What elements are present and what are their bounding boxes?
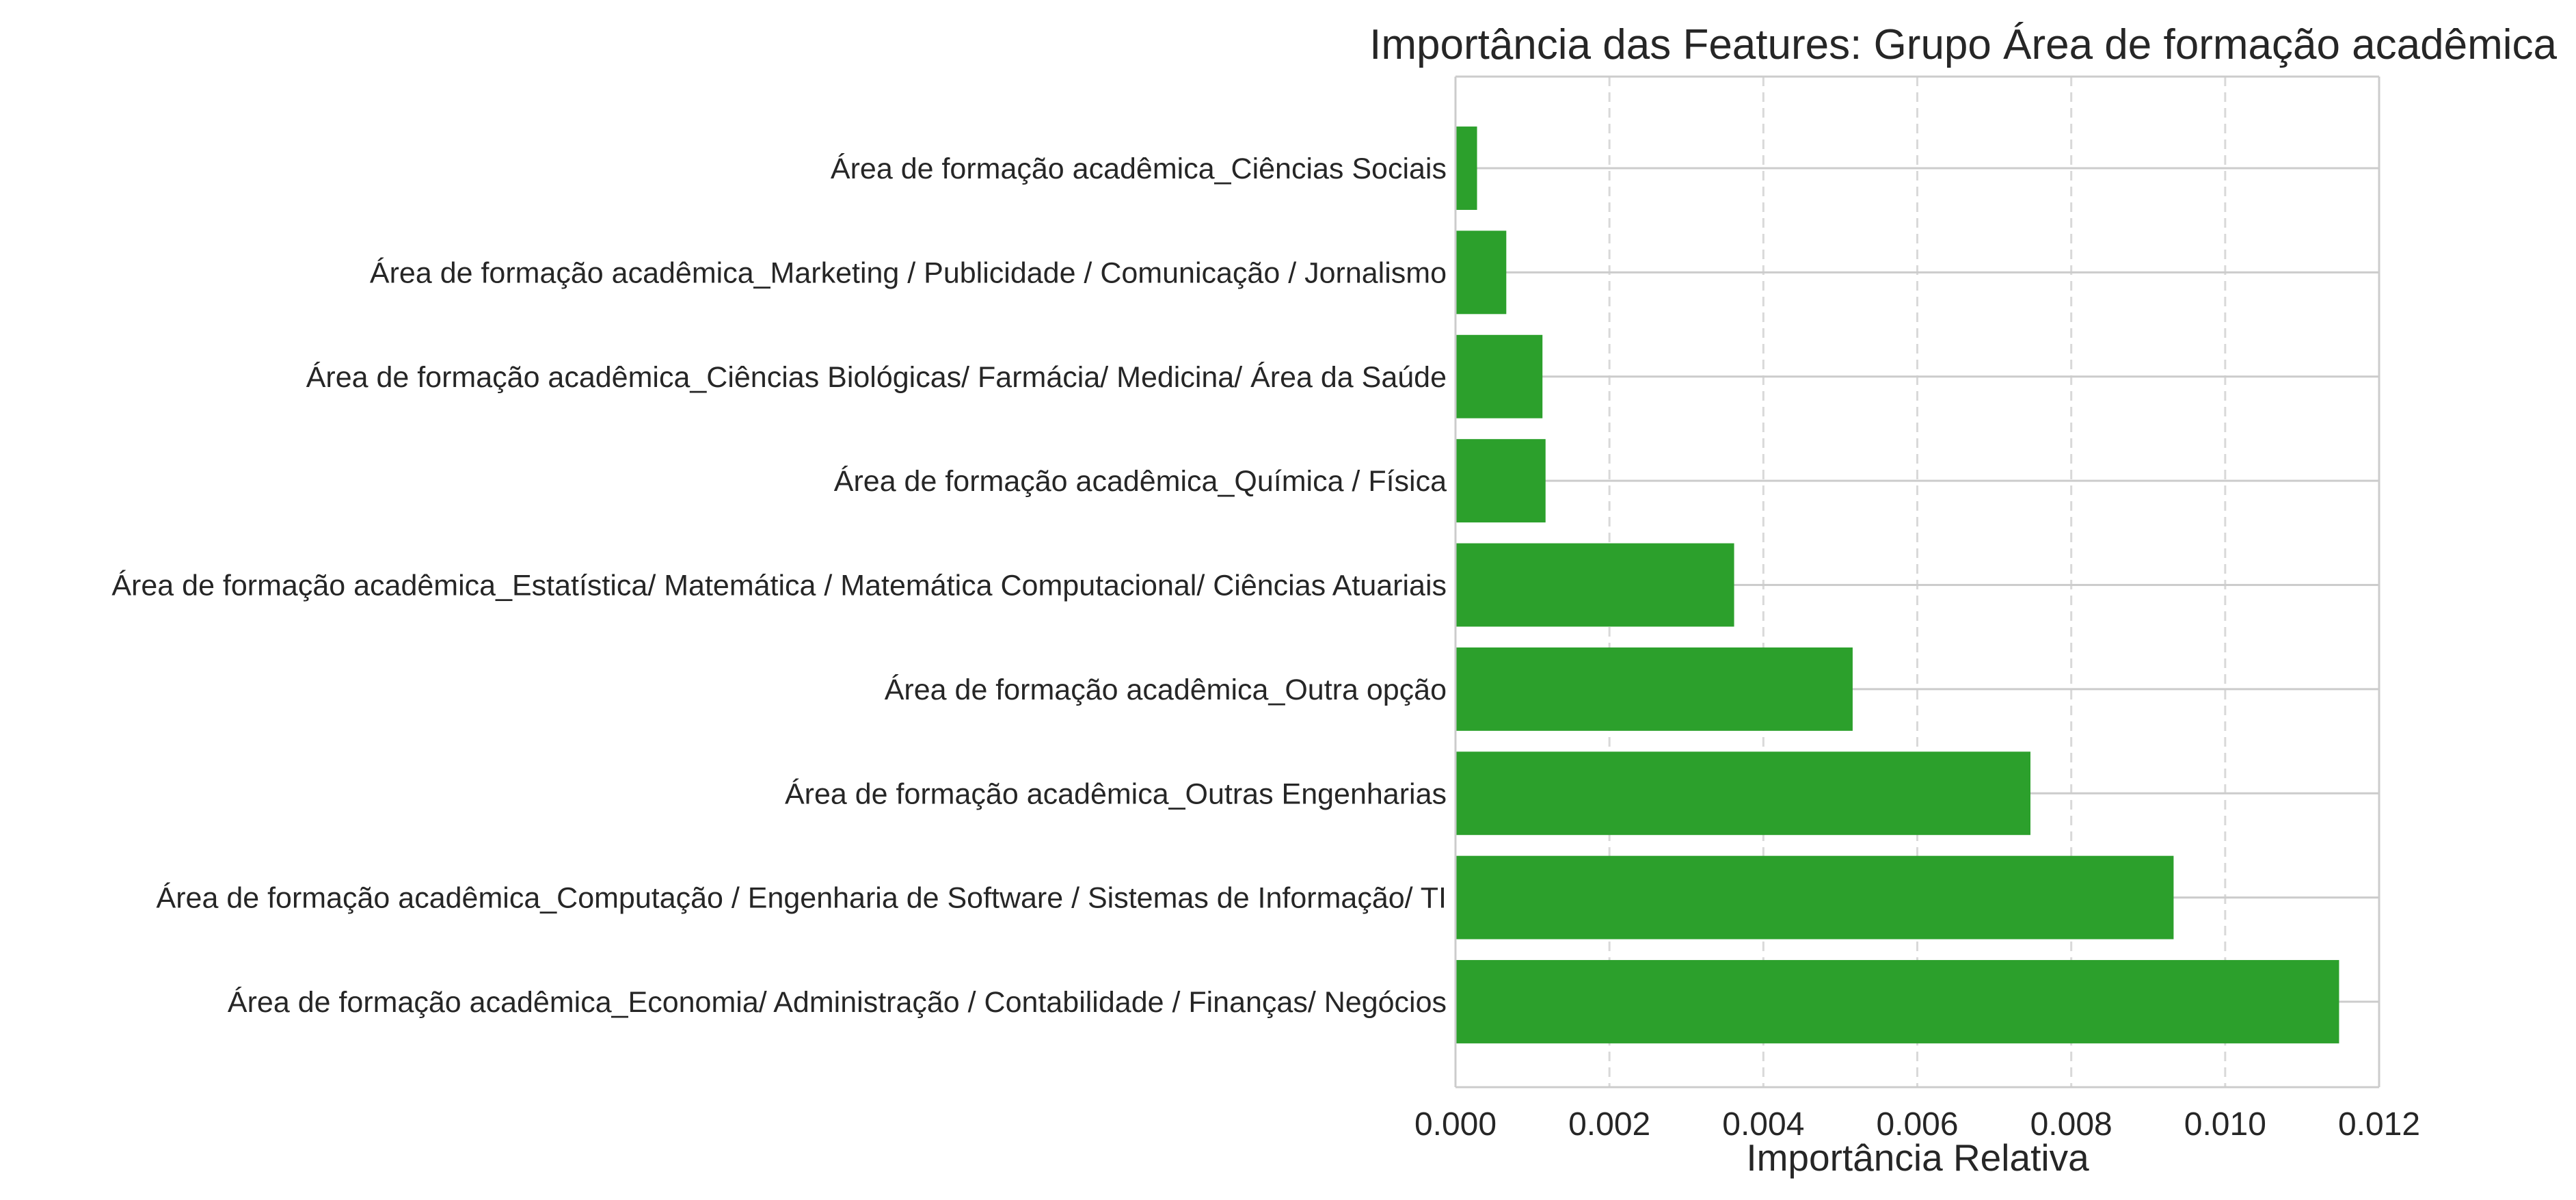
bar	[1455, 334, 1543, 418]
y-tick-label: Área de formação acadêmica_Ciências Biol…	[306, 361, 1447, 394]
bar	[1455, 439, 1546, 523]
x-tick-label: 0.010	[2184, 1106, 2266, 1143]
y-tick-label: Área de formação acadêmica_Economia/ Adm…	[228, 986, 1447, 1019]
bar	[1455, 543, 1734, 627]
bar	[1455, 230, 1507, 315]
bar	[1455, 126, 1477, 210]
bar	[1455, 751, 2030, 836]
y-tick-label: Área de formação acadêmica_Ciências Soci…	[831, 152, 1447, 185]
x-tick-label: 0.006	[1876, 1106, 1958, 1143]
x-tick-label: 0.004	[1722, 1106, 1804, 1143]
bar	[1455, 855, 2174, 939]
x-tick-label: 0.000	[1414, 1106, 1497, 1143]
y-tick-label: Área de formação acadêmica_Estatística/ …	[111, 570, 1447, 602]
y-tick-labels: Área de formação acadêmica_Ciências Soci…	[111, 152, 1447, 1019]
x-tick-label: 0.012	[2338, 1106, 2420, 1143]
bars	[1455, 126, 2339, 1043]
x-tick-labels: 0.000 0.002 0.004 0.006 0.008 0.010 0.012	[1414, 1106, 2420, 1143]
y-tick-label: Área de formação acadêmica_Outras Engenh…	[785, 777, 1447, 810]
chart-title: Importância das Features: Grupo Área de …	[1369, 21, 2557, 68]
x-axis-label: Importância Relativa	[1746, 1136, 2089, 1179]
x-tick-label: 0.008	[2030, 1106, 2112, 1143]
axes	[1454, 75, 2380, 1089]
x-tick-label: 0.002	[1568, 1106, 1650, 1143]
y-tick-label: Área de formação acadêmica_Computação / …	[157, 882, 1447, 915]
bar	[1455, 647, 1853, 731]
y-tick-label: Área de formação acadêmica_Química / Fís…	[834, 465, 1447, 498]
y-tick-label: Área de formação acadêmica_Marketing / P…	[370, 256, 1447, 289]
bar	[1455, 960, 2339, 1043]
y-tick-label: Área de formação acadêmica_Outra opção	[885, 674, 1447, 706]
